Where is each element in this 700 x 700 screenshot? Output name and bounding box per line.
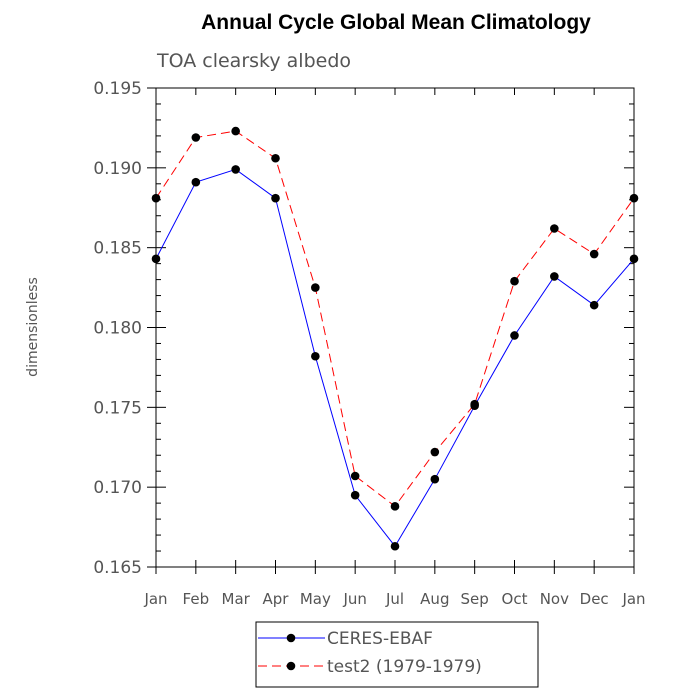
data-point-series-1 (629, 193, 639, 203)
x-tick-label: Jun (342, 590, 366, 608)
x-tick-label: Jan (621, 590, 645, 608)
x-tick-label: Aug (420, 590, 449, 608)
data-point-series-0 (430, 474, 440, 484)
data-point-series-0 (589, 300, 599, 310)
legend-label-test2: test2 (1979-1979) (327, 657, 482, 677)
data-point-series-1 (589, 249, 599, 259)
legend-label-ceres: CERES-EBAF (327, 629, 433, 649)
legend: CERES-EBAF test2 (1979-1979) (255, 621, 539, 688)
data-point-series-0 (390, 541, 400, 551)
data-point-series-0 (311, 351, 320, 361)
axis-ticks (147, 87, 635, 574)
y-tick-label: 0.170 (93, 478, 142, 498)
data-point-series-1 (191, 133, 201, 142)
y-tick-label: 0.165 (93, 558, 142, 578)
data-point-series-1 (550, 224, 559, 233)
data-point-series-1 (311, 283, 320, 292)
plot-frame (155, 87, 635, 568)
x-tick-label: Sep (461, 590, 489, 608)
series-line-0 (155, 168, 635, 548)
x-tick-label: Feb (183, 590, 210, 608)
x-tick-label: Apr (263, 590, 290, 608)
y-tick-label: 0.175 (93, 398, 142, 418)
x-tick-label: Nov (540, 590, 569, 608)
y-tick-label: 0.180 (93, 319, 142, 339)
data-point-series-1 (430, 447, 440, 457)
legend-marker-test2 (286, 661, 296, 671)
data-point-series-0 (191, 177, 201, 187)
x-tick-label: Oct (502, 590, 528, 608)
y-axis-label: dimensionless (25, 277, 41, 377)
legend-box (255, 621, 539, 688)
data-point-series-0 (271, 193, 280, 203)
y-tick-label: 0.195 (93, 79, 142, 99)
data-point-series-0 (510, 331, 519, 340)
data-point-series-0 (550, 272, 559, 281)
data-point-series-0 (231, 165, 240, 174)
data-series (151, 126, 639, 551)
data-point-series-1 (390, 502, 400, 511)
series-line-1 (155, 130, 635, 508)
x-tick-label: Dec (580, 590, 609, 608)
data-point-series-1 (510, 276, 519, 286)
chart-title: Annual Cycle Global Mean Climatology (201, 11, 591, 34)
x-tick-label: Jul (385, 590, 404, 608)
legend-marker-ceres (286, 633, 296, 643)
data-point-series-0 (629, 254, 639, 264)
axis-tick-labels: 0.165 0.170 0.175 0.180 0.185 0.190 0.195 Jan Fe… (93, 79, 645, 608)
y-tick-label: 0.185 (93, 239, 142, 259)
x-tick-label: May (300, 590, 331, 608)
data-point-series-0 (350, 490, 360, 500)
data-point-series-1 (271, 153, 280, 163)
data-point-series-0 (151, 254, 161, 264)
data-point-series-1 (350, 471, 360, 481)
data-point-series-1 (470, 399, 479, 409)
y-tick-label: 0.190 (93, 159, 142, 179)
x-tick-label: Jan (143, 590, 167, 608)
x-tick-label: Mar (222, 590, 251, 608)
data-point-series-1 (151, 193, 161, 203)
chart-subtitle: TOA clearsky albedo (156, 50, 351, 72)
data-point-series-1 (231, 126, 240, 136)
